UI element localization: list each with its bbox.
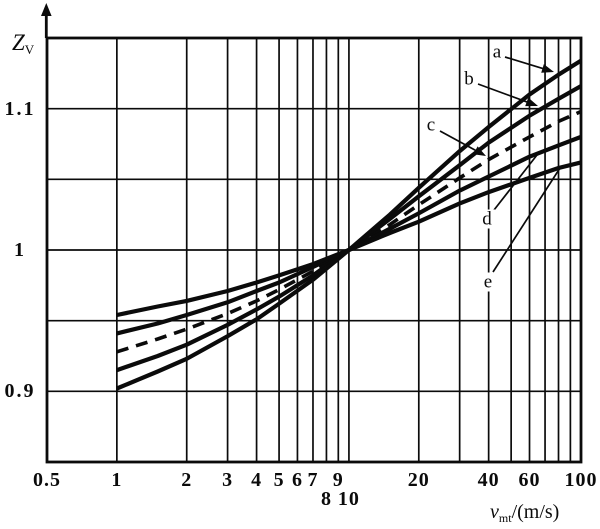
leader-line-c xyxy=(439,130,479,153)
curve-label-e: e xyxy=(480,272,496,292)
x-axis-title: vmt/(m/s) xyxy=(490,502,559,524)
y-axis-symbol: Z xyxy=(12,30,25,55)
curve-c xyxy=(116,109,582,354)
curve-label-c: c xyxy=(423,115,439,135)
x-tick-label-8: 8 xyxy=(320,488,332,510)
x-axis-title-units: /(m/s) xyxy=(511,501,560,523)
y-tick-label-1.1: 1.1 xyxy=(4,97,36,120)
x-tick-label-4: 4 xyxy=(251,469,263,491)
x-tick-label-60: 60 xyxy=(518,469,541,491)
y-tick-label-1: 1 xyxy=(14,239,26,261)
x-tick-label-6: 6 xyxy=(291,469,303,491)
x-tick-label-100: 100 xyxy=(564,469,598,491)
x-tick-label-0.5: 0.5 xyxy=(33,469,61,491)
x-tick-label-2: 2 xyxy=(181,469,193,491)
plot-border xyxy=(45,36,583,464)
x-tick-label-3: 3 xyxy=(222,469,234,491)
x-tick-label-10: 10 xyxy=(337,488,360,510)
y-axis-arrowhead xyxy=(41,3,52,16)
curve-label-a: a xyxy=(489,42,505,62)
y-axis-title: ZV xyxy=(12,31,34,56)
x-tick-label-5: 5 xyxy=(273,469,285,491)
leader-arrowhead-a xyxy=(541,64,554,73)
leader-line-b xyxy=(477,83,530,104)
curve-label-b: b xyxy=(461,69,477,89)
x-tick-label-20: 20 xyxy=(407,469,430,491)
leader-arrowhead-b xyxy=(525,97,538,107)
x-tick-label-1: 1 xyxy=(111,469,123,491)
x-axis-title-variable: v xyxy=(490,501,499,523)
y-tick-label-0.9: 0.9 xyxy=(4,380,36,403)
y-axis-symbol-subscript: V xyxy=(24,42,35,57)
leader-line-a xyxy=(504,56,546,71)
leader-line-e xyxy=(492,167,561,273)
x-tick-label-7: 7 xyxy=(307,469,319,491)
x-axis-title-subscript: mt xyxy=(498,511,512,525)
x-tick-label-9: 9 xyxy=(332,469,344,491)
x-tick-label-40: 40 xyxy=(477,469,500,491)
curve-label-d: d xyxy=(479,209,495,229)
leader-arrowhead-c xyxy=(473,146,486,156)
leader-line-d xyxy=(493,154,538,211)
